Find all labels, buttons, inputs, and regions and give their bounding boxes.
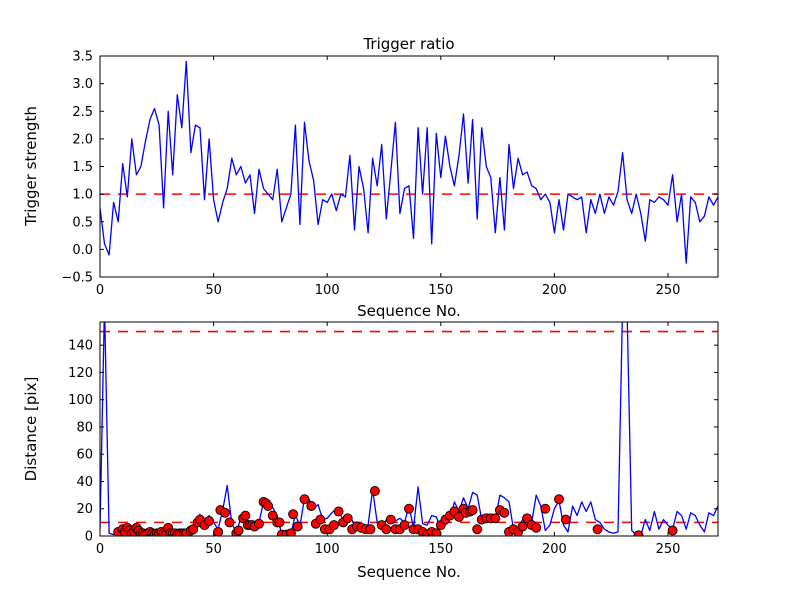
y-tick-label: 2.5 — [72, 105, 93, 120]
y-tick-label: 20 — [76, 502, 93, 517]
data-line — [100, 60, 718, 264]
scatter-point — [381, 524, 392, 535]
scatter-point — [333, 506, 344, 517]
scatter-point — [531, 522, 542, 533]
x-tick-label: 150 — [428, 542, 453, 557]
scatter-point — [224, 517, 235, 528]
y-tick-label: 3.0 — [72, 77, 93, 92]
axes-frame — [99, 55, 719, 278]
scatter-point — [188, 524, 199, 535]
scatter-point — [285, 528, 296, 536]
scatter-point — [472, 524, 483, 535]
scatter-point — [592, 524, 603, 535]
scatter-point — [254, 518, 264, 529]
y-tick-label: 80 — [76, 420, 93, 435]
x-tick-label: 100 — [315, 542, 340, 557]
y-tick-label: 0.0 — [72, 243, 93, 258]
scatter-point — [263, 501, 274, 511]
x-tick-label: 50 — [205, 283, 222, 298]
scatter-point — [220, 507, 230, 518]
trigger-ratio-axes: 0 50 100 150 200 250 −0.5 0.0 0.5 1.0 1.5 2.0 2.5 3.0… — [61, 50, 719, 298]
scatter-point — [499, 507, 510, 518]
x-tick-label: 50 — [205, 542, 222, 557]
scatter-point — [517, 521, 528, 532]
plot-area — [100, 60, 718, 264]
scatter-point — [213, 526, 224, 536]
x-tick-label: 200 — [542, 542, 567, 557]
scatter-point — [467, 505, 478, 516]
y-tick-label: 100 — [68, 393, 93, 408]
y-tick-label: −0.5 — [61, 271, 93, 286]
scatter-point — [540, 503, 551, 514]
scatter-point — [490, 513, 501, 524]
bottom-x-axis-label: Sequence No. — [357, 563, 461, 581]
plot-area — [100, 322, 718, 536]
scatter-point — [385, 514, 396, 525]
y-tick-label: 1.5 — [72, 160, 93, 175]
scatter-point — [369, 486, 380, 496]
x-tick-label: 150 — [428, 283, 453, 298]
y-tick-label: 140 — [68, 339, 93, 354]
scatter-point — [306, 501, 317, 511]
x-tick-label: 100 — [315, 283, 340, 298]
scatter-point — [240, 510, 251, 521]
y-tick-label: 120 — [68, 366, 93, 381]
data-line — [100, 322, 718, 536]
distance-axes: 0 50 100 150 200 250 0 20 40 60 80 100 120 140 — [68, 321, 719, 557]
scatter-point — [329, 520, 339, 531]
scatter-point — [560, 514, 571, 525]
scatter-point — [633, 530, 644, 536]
y-tick-label: 2.0 — [72, 132, 93, 147]
scatter-point — [233, 525, 244, 536]
bottom-y-axis-label: Distance [pix] — [21, 376, 40, 482]
scatter-point — [342, 513, 353, 524]
y-tick-label: 40 — [76, 475, 93, 490]
y-tick-label: 0 — [85, 530, 93, 545]
x-tick-label: 0 — [96, 283, 104, 298]
x-tick-label: 250 — [656, 283, 681, 298]
chart-title: Trigger ratio — [363, 35, 455, 53]
x-tick-label: 250 — [656, 542, 681, 557]
scatter-point — [404, 503, 414, 514]
y-tick-label: 0.5 — [72, 215, 93, 230]
scatter-point — [554, 494, 564, 505]
top-x-axis-label: Sequence No. — [357, 302, 461, 320]
y-tick-label: 3.5 — [72, 50, 93, 65]
scatter-point — [288, 509, 299, 520]
y-tick-label: 1.0 — [72, 188, 93, 203]
axes-frame — [99, 321, 719, 537]
scatter-point — [204, 516, 215, 526]
scatter-point — [399, 520, 410, 531]
scatter-point — [299, 494, 310, 505]
scatter-point — [365, 524, 376, 535]
x-tick-label: 0 — [96, 542, 104, 557]
y-tick-label: 60 — [76, 448, 93, 463]
scatter-point — [667, 525, 678, 536]
scatter-point — [292, 521, 303, 532]
scatter-point — [522, 513, 533, 524]
x-tick-label: 200 — [542, 283, 567, 298]
top-y-axis-label: Trigger strength — [21, 106, 40, 226]
scatter-point — [267, 510, 278, 521]
scatter-point — [274, 517, 285, 528]
scatter-point — [315, 514, 326, 525]
